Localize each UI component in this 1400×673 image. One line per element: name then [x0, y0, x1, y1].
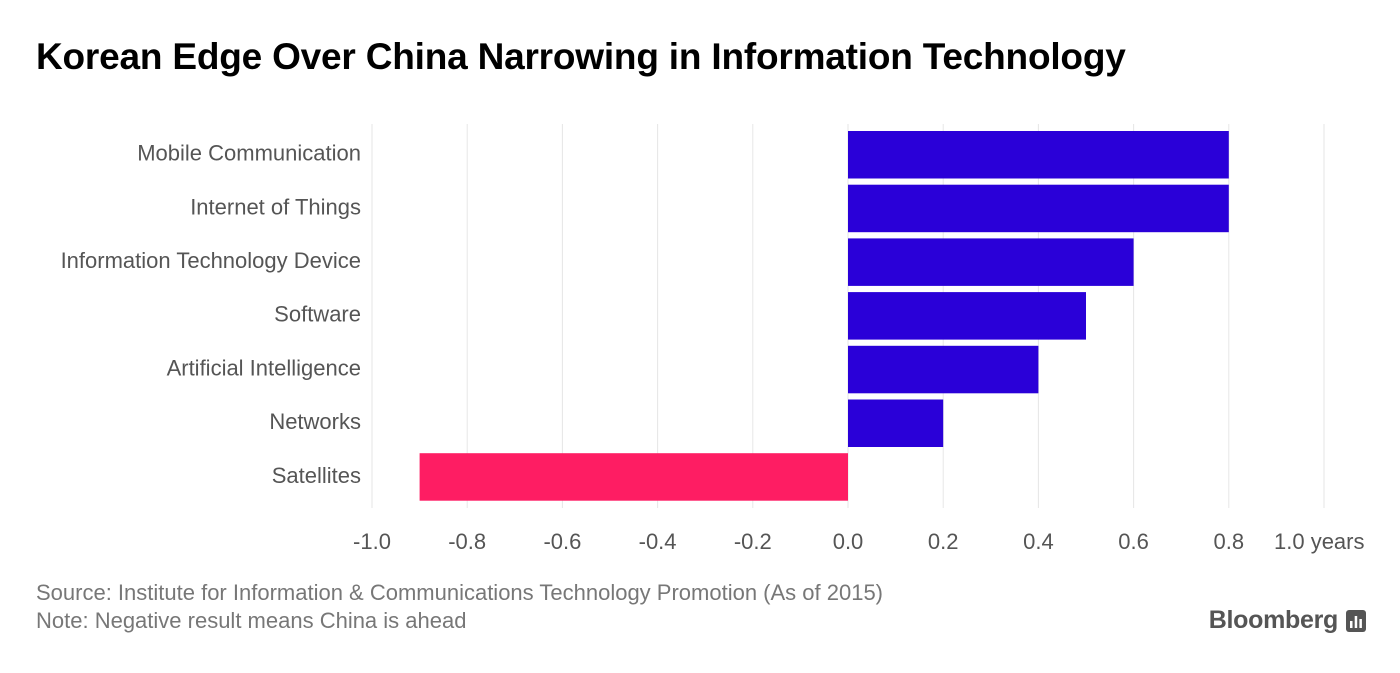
category-label-mobile-communication: Mobile Communication [137, 141, 361, 166]
x-axis-tick-labels: -1.0 -0.8 -0.6 -0.4 -0.2 0.0 0.2 0.4 0.6 0.8 1.0 y… [353, 529, 1364, 554]
x-tick-label: 0.4 [1023, 529, 1054, 554]
x-tick-label: 1.0 years [1274, 529, 1365, 554]
category-label-networks: Networks [269, 409, 361, 434]
bar-artificial-intelligence [848, 345, 1039, 394]
category-label-software: Software [274, 302, 361, 327]
category-label-information-technology-device: Information Technology Device [61, 248, 361, 273]
brand-logo: Bloomberg [1209, 606, 1366, 635]
bar-satellites [419, 453, 848, 501]
x-tick-label: 0.2 [928, 529, 959, 554]
bar-chart-icon [1346, 609, 1366, 632]
category-label-satellites: Satellites [272, 463, 361, 488]
x-tick-label: 0.8 [1214, 529, 1245, 554]
bar-mobile-communication [848, 131, 1229, 179]
footnote: Note: Negative result means China is ahe… [36, 608, 467, 633]
x-tick-label: -1.0 [353, 529, 391, 554]
chart-title: Korean Edge Over China Narrowing in Info… [36, 36, 1126, 77]
source-note: Source: Institute for Information & Comm… [36, 580, 884, 605]
x-tick-label: 0.0 [833, 529, 864, 554]
category-label-internet-of-things: Internet of Things [190, 194, 361, 219]
bar-software [848, 292, 1086, 340]
bar-internet-of-things [848, 184, 1229, 233]
x-tick-label: -0.8 [448, 529, 486, 554]
x-tick-label: -0.4 [639, 529, 677, 554]
category-label-artificial-intelligence: Artificial Intelligence [167, 355, 361, 380]
x-tick-label: -0.6 [543, 529, 581, 554]
bar-information-technology-device [848, 238, 1134, 286]
category-labels: Mobile Communication Internet of Things In… [61, 141, 361, 488]
brand-name: Bloomberg [1208, 606, 1339, 634]
x-tick-label: -0.2 [734, 529, 772, 554]
bar-networks [848, 399, 944, 447]
x-tick-label: 0.6 [1118, 529, 1149, 554]
bars [419, 131, 1229, 501]
